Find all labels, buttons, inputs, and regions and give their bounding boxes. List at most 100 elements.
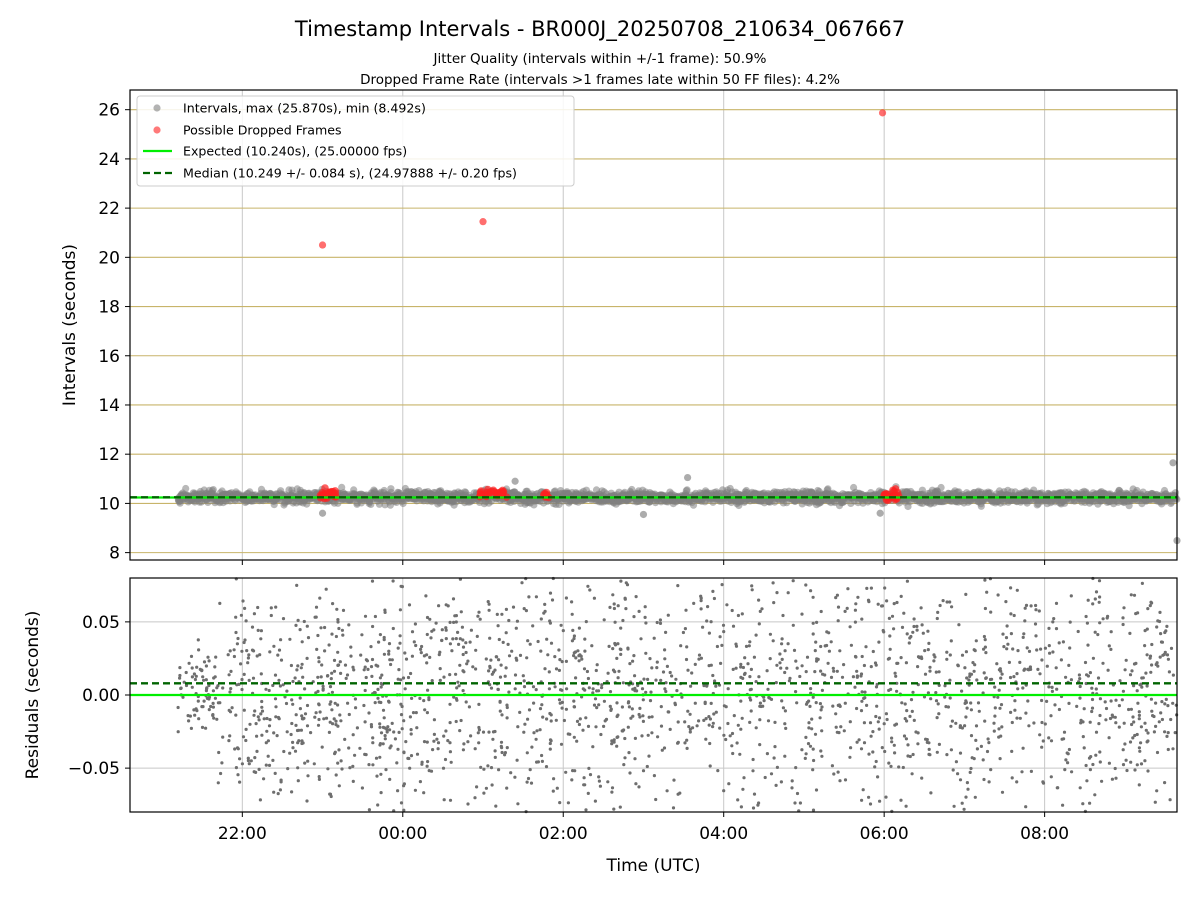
residual-point: [448, 721, 452, 725]
residual-point: [610, 742, 614, 746]
residual-point: [298, 628, 302, 632]
top-y-tick-label: 12: [98, 445, 120, 465]
residual-point: [496, 624, 500, 628]
residual-point: [1024, 603, 1029, 608]
residual-point: [602, 699, 607, 703]
residual-point: [425, 661, 429, 665]
residual-point: [658, 621, 663, 626]
residual-point: [400, 727, 404, 731]
residual-point: [703, 701, 707, 706]
residual-point: [862, 721, 867, 725]
residual-point: [643, 615, 647, 620]
residual-point: [954, 721, 958, 725]
residual-point: [190, 685, 194, 689]
residual-point: [516, 802, 520, 806]
residual-point: [915, 628, 919, 632]
residual-point: [607, 644, 611, 649]
residual-point: [459, 610, 463, 614]
residual-point: [618, 805, 622, 809]
residual-point: [1068, 620, 1072, 624]
residual-point: [619, 579, 623, 583]
residual-point: [900, 625, 905, 630]
residual-point: [557, 648, 561, 652]
residual-point: [367, 763, 371, 767]
residual-point: [1128, 673, 1133, 677]
residual-point: [278, 788, 282, 792]
residual-point: [505, 716, 509, 720]
residual-point: [1065, 751, 1069, 755]
residual-point: [482, 791, 486, 795]
residual-point: [276, 792, 280, 796]
residual-point: [1048, 651, 1052, 655]
residual-point: [997, 688, 1001, 692]
residual-point: [848, 755, 852, 759]
residual-point: [606, 671, 610, 675]
residual-point: [553, 685, 557, 689]
residual-point: [200, 705, 204, 709]
residual-point: [351, 665, 355, 669]
residual-point: [548, 711, 552, 716]
residual-point: [631, 714, 635, 718]
residual-point: [204, 689, 208, 693]
residual-point: [1121, 689, 1125, 693]
residual-point: [282, 749, 286, 754]
residual-point: [786, 642, 790, 646]
residual-point: [227, 739, 231, 743]
residual-point: [744, 644, 749, 649]
residual-point: [232, 654, 236, 659]
residual-point: [397, 668, 401, 672]
residual-point: [912, 718, 916, 723]
residual-point: [739, 662, 743, 667]
residual-point: [685, 746, 689, 751]
residual-point: [240, 677, 244, 682]
residual-point: [488, 636, 492, 640]
residual-point: [549, 719, 553, 723]
residual-point: [264, 763, 268, 767]
residual-point: [720, 643, 724, 648]
residual-point: [503, 674, 507, 678]
residual-point: [564, 770, 568, 774]
residual-point: [658, 618, 663, 622]
residual-point: [730, 731, 735, 736]
residual-point: [257, 718, 261, 722]
residual-point: [811, 632, 815, 636]
residual-point: [1140, 685, 1144, 689]
residual-point: [819, 609, 823, 614]
legend-marker-dropped: [153, 126, 161, 134]
residual-point: [987, 780, 991, 784]
residual-point: [875, 704, 879, 708]
residual-point: [1155, 661, 1159, 665]
residual-point: [202, 660, 207, 664]
residual-point: [912, 624, 916, 629]
residual-point: [1051, 620, 1055, 624]
residual-point: [923, 672, 928, 676]
residual-point: [865, 703, 869, 708]
residual-point: [1118, 679, 1122, 683]
residual-point: [765, 669, 769, 673]
residual-point: [1097, 579, 1102, 583]
residual-point: [937, 742, 942, 747]
residual-point: [1021, 746, 1025, 750]
interval-point: [937, 483, 945, 492]
residual-point: [1084, 763, 1088, 768]
residual-point: [884, 712, 889, 716]
residual-point: [364, 753, 368, 757]
residual-point: [1159, 632, 1163, 636]
residual-point: [861, 788, 865, 792]
residual-point: [233, 747, 237, 751]
residual-point: [983, 638, 987, 642]
residual-point: [1107, 644, 1111, 648]
residual-point: [277, 678, 281, 682]
top-y-tick-label: 14: [98, 396, 120, 416]
residual-point: [572, 735, 576, 739]
residual-point: [597, 775, 601, 779]
residual-point: [892, 627, 896, 631]
residual-point: [333, 750, 337, 754]
residual-point: [707, 631, 712, 635]
top-y-tick-label: 16: [98, 347, 120, 367]
residual-point: [1165, 653, 1170, 657]
residual-point: [842, 663, 846, 667]
residual-point: [1029, 667, 1033, 672]
residual-point: [823, 644, 827, 648]
residual-point: [811, 595, 815, 599]
